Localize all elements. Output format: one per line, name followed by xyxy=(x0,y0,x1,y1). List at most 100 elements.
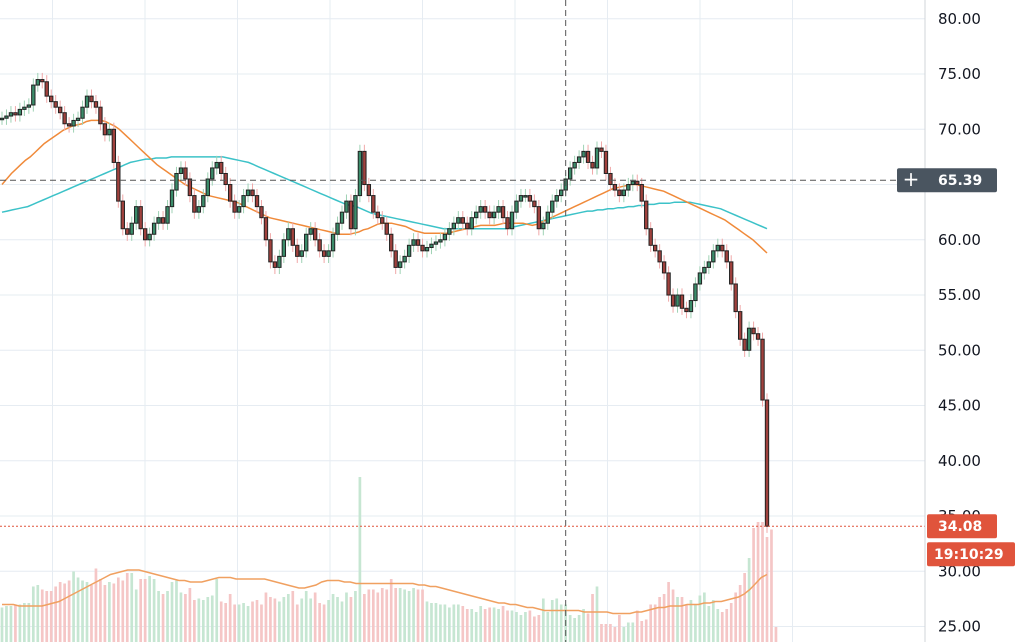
candle-body xyxy=(326,250,331,257)
candle-body xyxy=(348,200,354,230)
volume-bar xyxy=(166,591,169,642)
candle-body xyxy=(397,261,403,268)
candle-body xyxy=(608,172,613,186)
volume-bar xyxy=(546,612,550,642)
candle-body xyxy=(214,161,219,169)
candle-body xyxy=(66,123,72,127)
candle-body xyxy=(187,178,193,197)
candle-body xyxy=(715,244,720,252)
volume-bar xyxy=(662,594,666,642)
candle-body xyxy=(375,211,380,219)
volume-bar xyxy=(658,597,661,642)
volume-bar xyxy=(90,585,93,642)
volume-bar xyxy=(27,603,31,642)
volume-bar xyxy=(363,594,366,642)
candle-body xyxy=(755,333,761,340)
volume-bar xyxy=(251,601,254,642)
volume-bar xyxy=(246,606,250,642)
volume-bar xyxy=(555,598,559,642)
candle-body xyxy=(129,222,134,235)
volume-bar xyxy=(188,588,192,642)
volume-bar xyxy=(774,627,778,642)
volume-bar xyxy=(456,604,460,642)
candle-body xyxy=(62,112,67,125)
candle-body xyxy=(223,172,228,186)
candle-body xyxy=(751,327,756,335)
volume-bar xyxy=(707,606,711,642)
volume-bar xyxy=(161,594,165,642)
volume-bar xyxy=(631,622,635,642)
candle-body xyxy=(192,195,197,213)
volume-bar xyxy=(738,585,742,642)
candle-body xyxy=(308,228,313,235)
volume-bar xyxy=(640,621,644,642)
volume-bar xyxy=(667,582,670,642)
candle-body xyxy=(330,233,336,252)
volume-bar xyxy=(743,573,746,642)
volume-bar xyxy=(528,610,532,642)
volume-bar xyxy=(430,603,433,642)
fast-moving-average-line xyxy=(1,119,768,254)
candle-body xyxy=(134,206,139,224)
volume-bar xyxy=(510,610,514,642)
candle-body xyxy=(478,206,483,213)
volume-bar xyxy=(58,582,62,642)
candle-body xyxy=(693,283,698,302)
bar-countdown-label: 19:10:29 xyxy=(934,547,1004,563)
candle-body xyxy=(402,255,407,263)
candle-body xyxy=(250,189,255,197)
volume-bar xyxy=(300,598,304,642)
volume-bar xyxy=(465,609,469,642)
volume-bar xyxy=(125,573,129,642)
volume-bar xyxy=(210,595,214,642)
volume-bar xyxy=(318,603,321,642)
volume-bar xyxy=(550,600,554,642)
volume-bar xyxy=(497,609,500,642)
volume-bar xyxy=(269,597,272,642)
candle-body xyxy=(371,195,376,213)
candle-body xyxy=(702,266,707,274)
volume-bar xyxy=(398,588,402,642)
candle-body xyxy=(518,195,524,202)
candle-body xyxy=(22,106,27,110)
candle-body xyxy=(469,217,474,230)
volume-bar xyxy=(23,603,26,642)
candle-body xyxy=(178,167,184,174)
candle-body xyxy=(456,217,461,224)
volume-bar xyxy=(698,595,702,642)
candle-body xyxy=(357,150,363,197)
volume-bar xyxy=(99,579,102,642)
candle-body xyxy=(120,200,125,230)
candle-body xyxy=(491,211,497,219)
candle-body xyxy=(447,228,452,235)
volume-bar xyxy=(452,604,456,642)
candle-body xyxy=(572,161,577,169)
volume-bar xyxy=(354,591,357,642)
volume-bar xyxy=(331,594,335,642)
candle-body xyxy=(8,112,14,117)
volume-bar xyxy=(31,586,35,642)
candle-body xyxy=(116,161,121,202)
candle-body xyxy=(17,108,23,116)
candle-body xyxy=(433,241,439,245)
volume-bar xyxy=(519,615,523,642)
volume-bar xyxy=(649,604,653,642)
volume-bar xyxy=(680,597,684,642)
volume-bar xyxy=(85,582,89,642)
candle-body xyxy=(384,222,389,235)
volume-bar xyxy=(264,592,268,642)
volume-bar xyxy=(761,522,764,642)
candle-body xyxy=(487,211,492,219)
volume-bar xyxy=(345,592,348,642)
price-axis[interactable]: 80.0075.0070.0065.0060.0055.0050.0045.00… xyxy=(938,10,981,636)
candle-body xyxy=(496,206,501,213)
candle-body xyxy=(576,156,582,163)
chart-grid xyxy=(0,0,925,642)
candle-body xyxy=(53,101,58,108)
volume-bar xyxy=(568,615,572,642)
candle-body xyxy=(527,195,533,202)
candle-body xyxy=(684,307,689,313)
candle-body xyxy=(380,217,385,224)
volume-bar xyxy=(152,579,156,642)
